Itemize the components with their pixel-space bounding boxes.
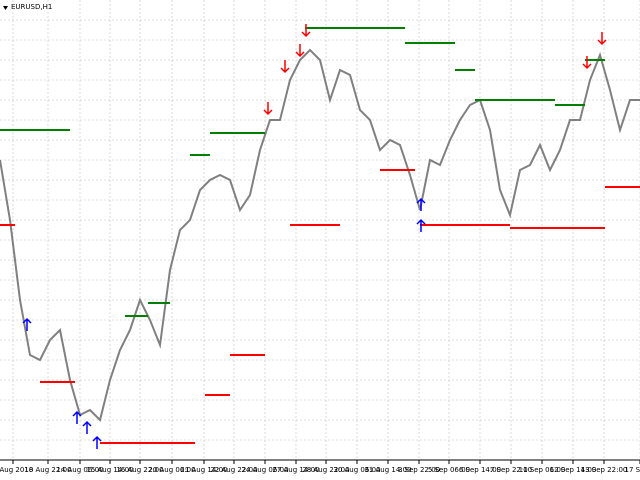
- x-tick-label: 15 Aug 14:00: [86, 466, 133, 474]
- x-tick-label: 3 Sep 22:00: [398, 466, 440, 474]
- x-tick-label: 21 Aug 14:00: [180, 466, 227, 474]
- x-tick-label: 6 Sep 14:00: [459, 466, 501, 474]
- x-tick-label: 20 Aug 06:00: [148, 466, 195, 474]
- buy-arrow: [92, 435, 102, 449]
- x-tick-label: 24 Aug 06:00: [241, 466, 288, 474]
- x-tick-label: 17 Sep 0: [624, 466, 640, 474]
- buy-arrow: [22, 317, 32, 331]
- x-tick-label: 28 Aug 22:00: [302, 466, 349, 474]
- x-tick-label: 31 Aug 14:00: [364, 466, 411, 474]
- buy-arrow: [416, 218, 426, 232]
- horizontal-grid: [0, 19, 640, 441]
- x-tick-label: 22 Aug 22:00: [210, 466, 257, 474]
- buy-arrow: [416, 197, 426, 211]
- x-tick-label: 11 Sep 06:00: [519, 466, 566, 474]
- x-tick-label: 16 Aug 22:00: [116, 466, 163, 474]
- chart-title: EURUSD,H1: [11, 3, 52, 11]
- symbol-menu-icon[interactable]: [3, 6, 8, 10]
- price-line: [0, 48, 640, 422]
- sell-arrow: [597, 32, 607, 46]
- x-tick-label: 12 Sep 14:00: [550, 466, 597, 474]
- x-tick-label: 14 Aug 06:00: [56, 466, 103, 474]
- x-tick-label: 13 Sep 22:00: [581, 466, 628, 474]
- sell-arrow: [582, 56, 592, 70]
- sell-arrow: [280, 60, 290, 74]
- sell-arrow: [263, 102, 273, 116]
- x-tick-label: 7 Sep 22:00: [490, 466, 532, 474]
- x-tick-label: 5 Sep 06:00: [428, 466, 470, 474]
- sell-arrow: [301, 24, 311, 38]
- sell-arrow: [295, 44, 305, 58]
- x-tick-label: 9 Aug 2018: [0, 466, 33, 474]
- buy-arrow: [82, 420, 92, 434]
- x-tick-label: 27 Aug 14:00: [272, 466, 319, 474]
- x-tick-label: 10 Aug 22:00: [24, 466, 71, 474]
- buy-arrow: [72, 410, 82, 424]
- x-tick-label: 30 Aug 06:00: [333, 466, 380, 474]
